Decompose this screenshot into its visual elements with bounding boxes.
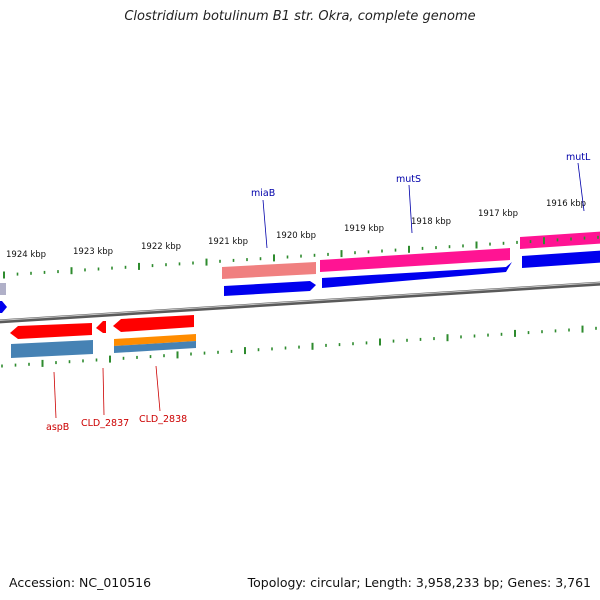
gene-label-mutL: mutL	[566, 152, 591, 163]
gene-miaB	[222, 262, 316, 279]
leader-mutL	[577, 162, 585, 212]
leader-mutS	[408, 184, 413, 234]
tick-label: 1924 kbp	[6, 250, 46, 260]
gene-label-aspB: aspB	[46, 422, 69, 433]
accession-text: Accession: NC_010516	[9, 575, 152, 590]
leader-CLD_2837	[102, 367, 105, 416]
genome-backbone	[0, 281, 600, 324]
tick-label: 1923 kbp	[73, 247, 113, 257]
gene-CLD_2838	[113, 315, 194, 332]
plus-strand-features	[222, 231, 600, 296]
gene-mutS	[320, 248, 510, 272]
tick-label: 1922 kbp	[141, 242, 181, 252]
map-title: Clostridium botulinum B1 str. Okra, comp…	[124, 9, 476, 24]
gene-leader-lines	[53, 162, 585, 419]
gene-labels: miaB mutS mutL aspB CLD_2837 CLD_2838	[46, 152, 591, 433]
cds-mutS	[322, 262, 512, 288]
cds-CLD_2838-lower	[114, 341, 196, 353]
gene-CLD_2837	[96, 321, 106, 333]
upper-tick-row	[3, 235, 599, 279]
tick-label: 1920 kbp	[276, 231, 316, 241]
cds-mutL	[522, 250, 600, 268]
tick-label: 1921 kbp	[208, 237, 248, 247]
leader-CLD_2838	[155, 365, 161, 412]
minus-strand-features	[10, 315, 196, 358]
plus-strand-cds-fragment	[0, 301, 7, 313]
gene-label-CLD_2837: CLD_2837	[81, 418, 129, 429]
gene-mutL	[520, 231, 600, 249]
gene-label-CLD_2838: CLD_2838	[139, 414, 187, 425]
plus-strand-gene-fragment	[0, 283, 6, 295]
cds-aspB	[11, 340, 93, 358]
tick-label: 1917 kbp	[478, 209, 518, 219]
tick-label: 1919 kbp	[344, 224, 384, 234]
gene-label-mutS: mutS	[396, 174, 421, 185]
tick-labels: 1924 kbp 1923 kbp 1922 kbp 1921 kbp 1920…	[6, 199, 586, 260]
leader-aspB	[53, 371, 57, 419]
gene-aspB	[10, 323, 92, 339]
cds-CLD_2838	[114, 334, 196, 346]
tick-label: 1916 kbp	[546, 199, 586, 209]
cds-miaB	[224, 281, 316, 296]
leader-miaB	[262, 199, 268, 249]
lower-tick-row	[1, 325, 597, 368]
gene-label-miaB: miaB	[251, 188, 275, 199]
genome-summary-text: Topology: circular; Length: 3,958,233 bp…	[247, 575, 591, 590]
tick-label: 1918 kbp	[411, 217, 451, 227]
